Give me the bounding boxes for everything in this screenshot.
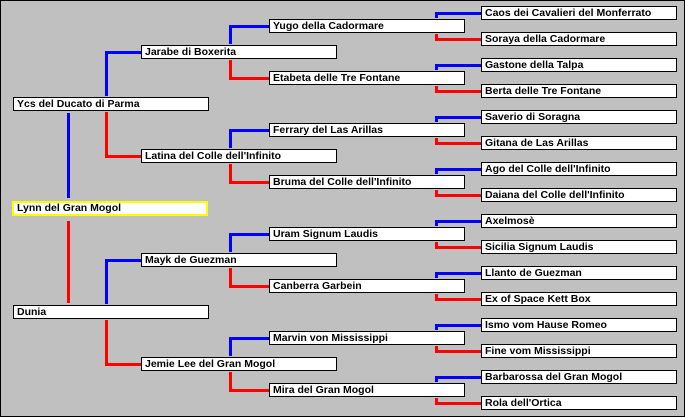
dam-connector xyxy=(435,398,438,405)
subject-box[interactable]: Lynn del Gran Mogol xyxy=(12,201,208,216)
dam-box[interactable]: Dunia xyxy=(13,305,209,319)
sire-box[interactable]: Ferrary del Las Arillas xyxy=(269,123,465,137)
dam-connector xyxy=(105,155,141,158)
dam-connector xyxy=(105,320,108,366)
sire-box[interactable]: Gastone della Talpa xyxy=(481,58,677,72)
sire-connector xyxy=(435,12,438,18)
dam-connector xyxy=(229,389,269,392)
sire-box[interactable]: Ago del Colle dell'Infinito xyxy=(481,162,677,176)
dam-connector xyxy=(435,194,481,197)
dam-box[interactable]: Daiana del Colle dell'Infinito xyxy=(481,188,677,202)
dam-box[interactable]: Sicilia Signum Laudis xyxy=(481,240,677,254)
dam-connector xyxy=(435,298,481,301)
dam-box[interactable]: Jemie Lee del Gran Mogol xyxy=(141,357,337,371)
dam-connector xyxy=(435,86,438,93)
dam-box[interactable]: Rola dell'Ortica xyxy=(481,396,677,410)
sire-connector xyxy=(229,337,269,340)
dam-connector xyxy=(229,60,232,80)
sire-box[interactable]: Barbarossa del Gran Mogol xyxy=(481,370,677,384)
sire-connector xyxy=(229,337,232,356)
dam-connector xyxy=(229,77,269,80)
dam-connector xyxy=(435,38,481,41)
dam-connector xyxy=(229,164,232,184)
sire-box[interactable]: Saverio di Soragna xyxy=(481,110,677,124)
dam-connector xyxy=(435,190,438,197)
sire-connector xyxy=(435,376,438,382)
sire-box[interactable]: Axelmosè xyxy=(481,214,677,228)
dam-box[interactable]: Bruma del Colle dell'Infinito xyxy=(269,175,465,189)
dam-box[interactable]: Etabeta delle Tre Fontane xyxy=(269,71,465,85)
dam-box[interactable]: Ex of Space Kett Box xyxy=(481,292,677,306)
sire-connector xyxy=(435,116,481,119)
sire-connector xyxy=(229,233,232,252)
dam-box[interactable]: Canberra Garbein xyxy=(269,279,465,293)
sire-connector xyxy=(435,220,481,223)
sire-box[interactable]: Caos dei Cavalieri del Monferrato xyxy=(481,6,677,20)
sire-connector xyxy=(67,113,70,198)
dam-connector xyxy=(105,112,108,158)
sire-box[interactable]: Uram Signum Laudis xyxy=(269,227,465,241)
sire-box[interactable]: Ismo vom Hause Romeo xyxy=(481,318,677,332)
sire-connector xyxy=(229,129,269,132)
sire-connector xyxy=(435,272,438,278)
sire-connector xyxy=(435,64,481,67)
dam-connector xyxy=(435,34,438,41)
sire-connector xyxy=(105,259,141,262)
sire-connector xyxy=(229,129,232,148)
dam-connector xyxy=(435,294,438,301)
sire-connector xyxy=(435,116,438,122)
sire-connector xyxy=(435,376,481,379)
dam-connector xyxy=(435,90,481,93)
dam-connector xyxy=(435,346,438,353)
dam-connector xyxy=(435,350,481,353)
dam-box[interactable]: Latina del Colle dell'Infinito xyxy=(141,149,337,163)
sire-box[interactable]: Llanto de Guezman xyxy=(481,266,677,280)
sire-connector xyxy=(105,51,141,54)
dam-box[interactable]: Soraya della Cadormare xyxy=(481,32,677,46)
dam-connector xyxy=(435,138,438,145)
sire-connector xyxy=(105,259,108,304)
dam-connector xyxy=(435,242,438,249)
sire-connector xyxy=(435,324,438,330)
dam-connector xyxy=(229,181,269,184)
sire-connector xyxy=(435,12,481,15)
dam-connector xyxy=(435,402,481,405)
sire-connector xyxy=(229,25,269,28)
dam-connector xyxy=(105,363,141,366)
sire-connector xyxy=(435,64,438,70)
sire-connector xyxy=(435,324,481,327)
sire-box[interactable]: Marvin von Mississippi xyxy=(269,331,465,345)
dam-connector xyxy=(435,246,481,249)
sire-box[interactable]: Ycs del Ducato di Parma xyxy=(13,97,209,111)
sire-box[interactable]: Jarabe di Boxerita xyxy=(141,45,337,59)
sire-connector xyxy=(229,233,269,236)
dam-box[interactable]: Berta delle Tre Fontane xyxy=(481,84,677,98)
sire-box[interactable]: Mayk de Guezman xyxy=(141,253,337,267)
dam-connector xyxy=(435,142,481,145)
dam-connector xyxy=(229,285,269,288)
sire-connector xyxy=(435,168,438,174)
sire-connector xyxy=(435,168,481,171)
sire-connector xyxy=(435,272,481,275)
dam-box[interactable]: Fine vom Mississippi xyxy=(481,344,677,358)
sire-connector xyxy=(229,25,232,44)
dam-connector xyxy=(229,268,232,288)
dam-box[interactable]: Gitana de Las Arillas xyxy=(481,136,677,150)
sire-connector xyxy=(435,220,438,226)
sire-connector xyxy=(105,51,108,96)
dam-connector xyxy=(229,372,232,392)
sire-box[interactable]: Yugo della Cadormare xyxy=(269,19,465,33)
dam-connector xyxy=(67,221,70,303)
dam-box[interactable]: Mira del Gran Mogol xyxy=(269,383,465,397)
